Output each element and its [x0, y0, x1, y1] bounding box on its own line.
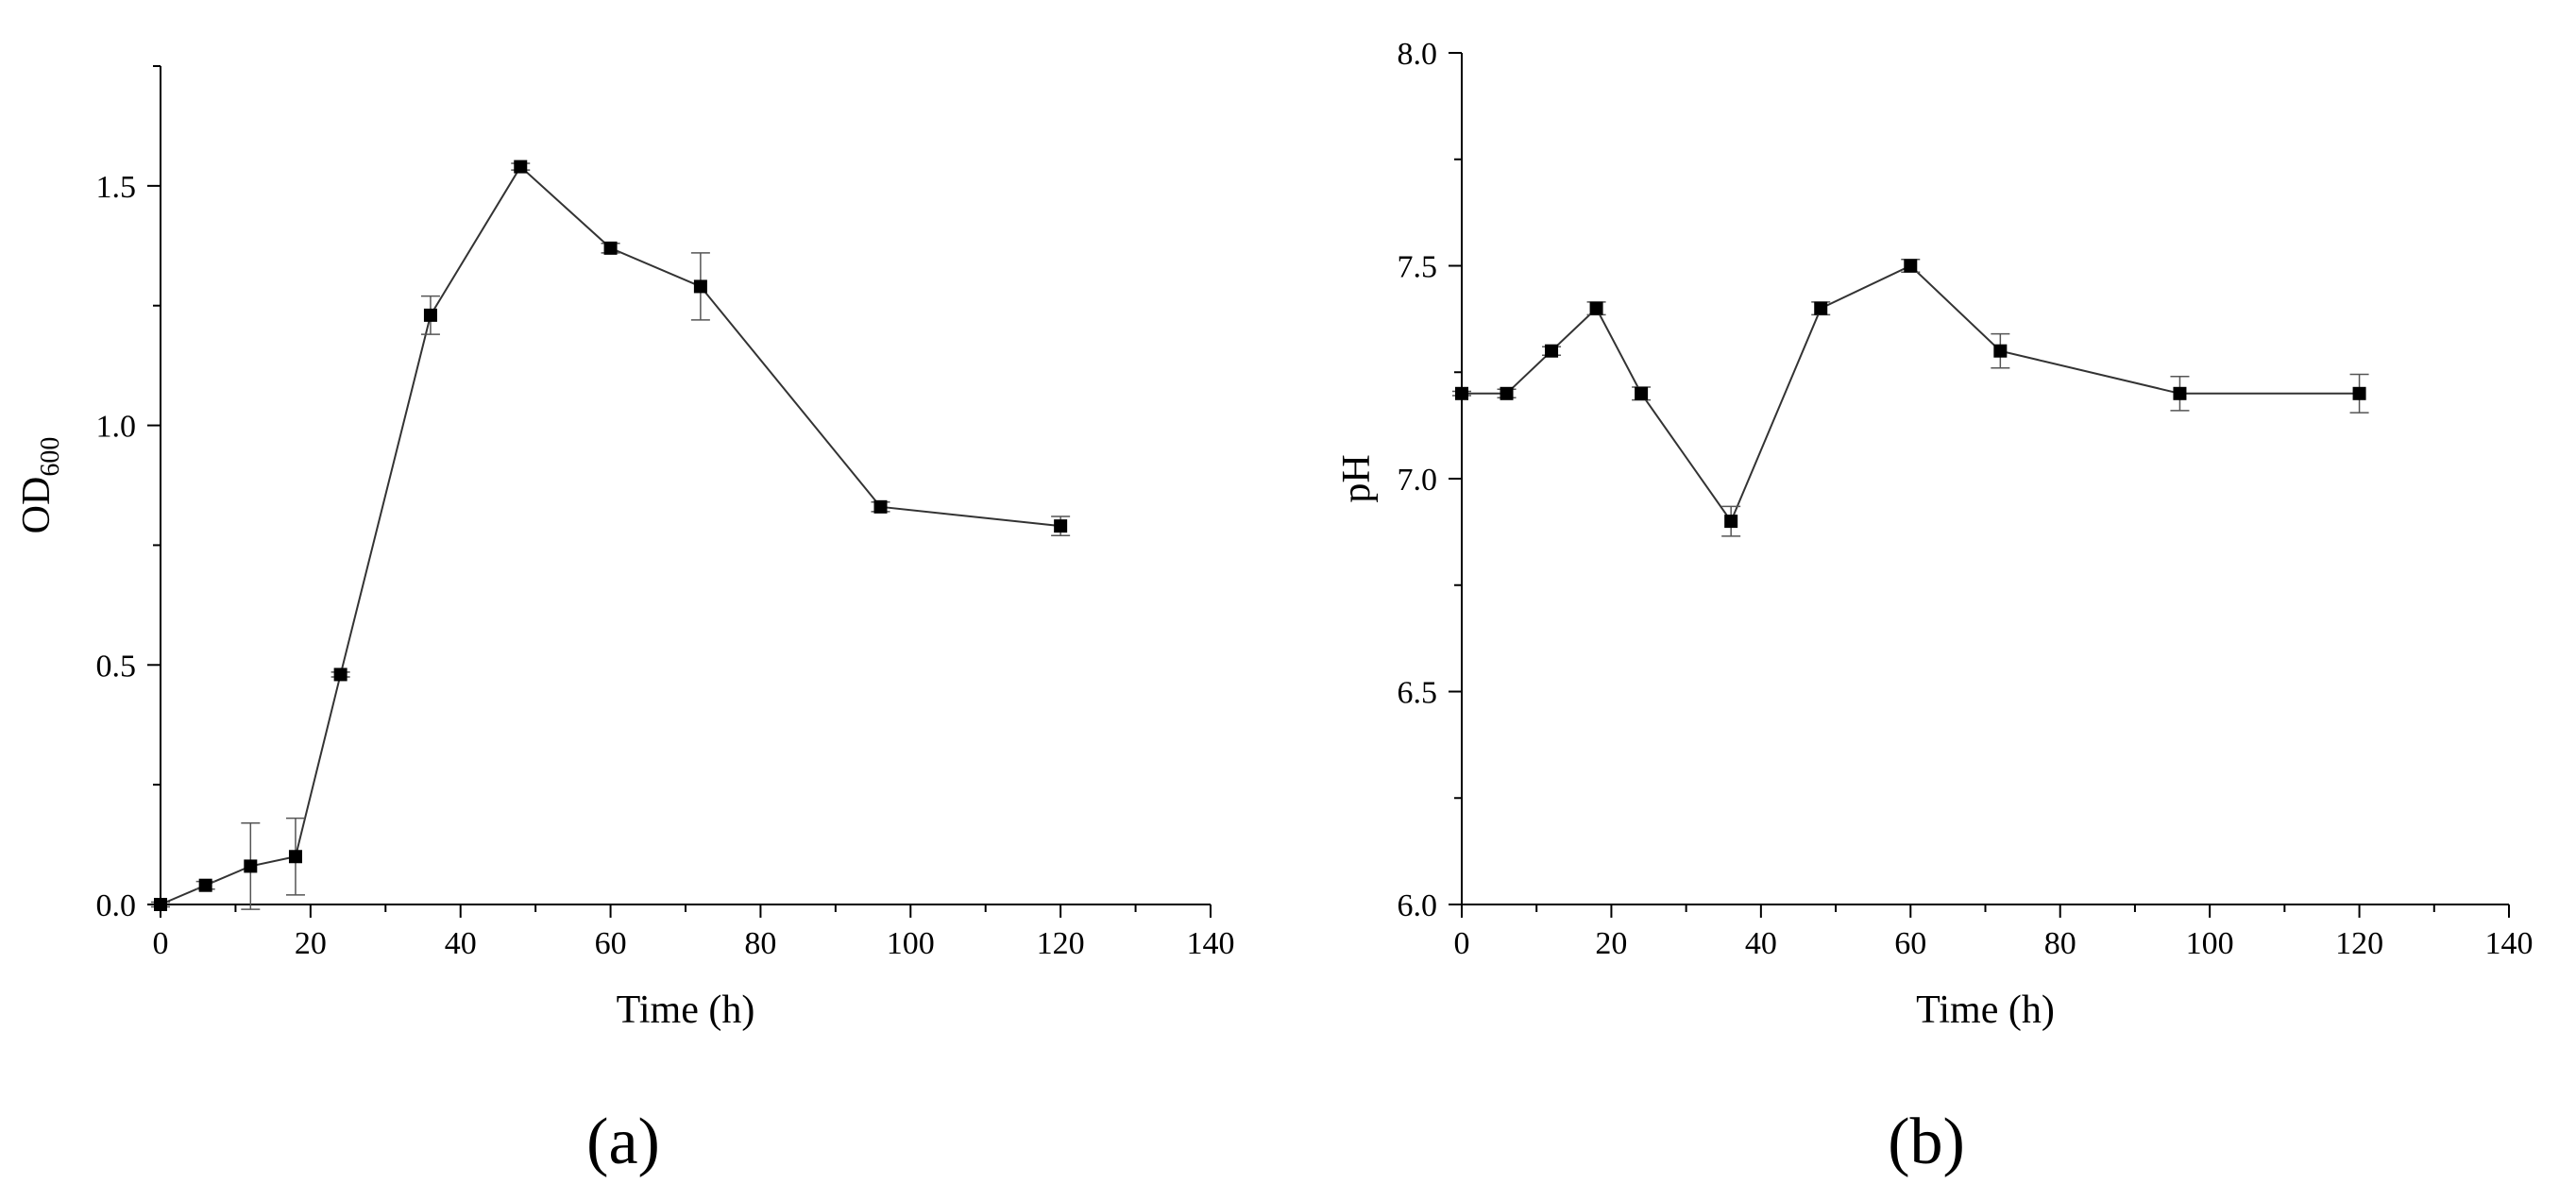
- y-tick-label: 1.0: [96, 410, 137, 445]
- series-line: [160, 165, 1061, 905]
- y-tick-label: 1.5: [96, 170, 137, 205]
- data-point-marker: [873, 499, 888, 514]
- data-point-marker: [1724, 515, 1738, 529]
- x-tick-label: 60: [1894, 926, 1926, 961]
- data-point-marker: [1993, 344, 2008, 358]
- data-point-marker: [1545, 344, 1559, 358]
- data-point-marker: [693, 279, 707, 294]
- y-axis-title-main: OD: [15, 477, 59, 534]
- y-tick-label: 6.0: [1398, 888, 1438, 923]
- y-tick-label: 7.0: [1398, 463, 1438, 498]
- x-tick-label: 100: [2186, 926, 2234, 961]
- y-tick-label: 6.5: [1398, 676, 1438, 711]
- y-axis-title: OD600: [15, 437, 65, 534]
- data-point-marker: [2352, 386, 2366, 400]
- x-tick-label: 120: [1037, 926, 1085, 961]
- x-axis-title: Time (h): [617, 989, 755, 1032]
- y-axis-title-main: pH: [1335, 454, 1379, 502]
- x-tick-label: 20: [295, 926, 327, 961]
- data-point-marker: [603, 241, 618, 255]
- x-axis-title: Time (h): [1916, 989, 2055, 1032]
- x-tick-label: 100: [887, 926, 935, 961]
- x-tick-label: 40: [445, 926, 477, 961]
- data-point-marker: [1635, 386, 1649, 400]
- data-point-marker: [1589, 301, 1603, 315]
- panel-b-chart: 0 20 40 60 80 100 120 140 6.0 6.5 7.0 7.5 8.0 Time (h…: [1335, 37, 2534, 1178]
- x-tick-label: 60: [595, 926, 627, 961]
- x-tick-label: 80: [744, 926, 776, 961]
- data-point-marker: [333, 668, 347, 682]
- data-point-marker: [1904, 259, 1918, 273]
- x-tick-label: 120: [2335, 926, 2383, 961]
- x-tick-label: 140: [2485, 926, 2534, 961]
- data-point-marker: [1054, 519, 1068, 533]
- y-tick-label: 0.5: [96, 649, 137, 684]
- data-point-marker: [514, 160, 528, 174]
- data-point-marker: [198, 878, 212, 892]
- y-tick-label: 8.0: [1398, 37, 1438, 72]
- y-axis-title: pH: [1335, 454, 1379, 502]
- data-point-marker: [288, 850, 302, 864]
- data-point-marker: [1500, 386, 1514, 400]
- data-point-marker: [154, 898, 167, 911]
- x-tick-label: 40: [1745, 926, 1777, 961]
- panel-label: (a): [586, 1106, 660, 1178]
- panel-label: (b): [1888, 1106, 1965, 1178]
- data-point-marker: [1814, 301, 1828, 315]
- x-tick-label: 20: [1595, 926, 1627, 961]
- y-axis-title-subscript: 600: [36, 437, 65, 477]
- data-point-marker: [1455, 386, 1468, 400]
- x-tick-label: 0: [1454, 926, 1470, 961]
- x-tick-label: 0: [153, 926, 169, 961]
- data-point-marker: [244, 859, 258, 873]
- data-point-marker: [423, 308, 437, 322]
- x-tick-label: 140: [1187, 926, 1235, 961]
- y-tick-label: 7.5: [1398, 250, 1438, 285]
- data-point-marker: [2173, 386, 2187, 400]
- y-tick-label: 0.0: [96, 888, 137, 923]
- panel-a-chart: 0 20 40 60 80 100 120 140 0.0 0.5 1.0 1.5 Time (h) OD…: [15, 65, 1235, 1178]
- x-tick-label: 80: [2044, 926, 2076, 961]
